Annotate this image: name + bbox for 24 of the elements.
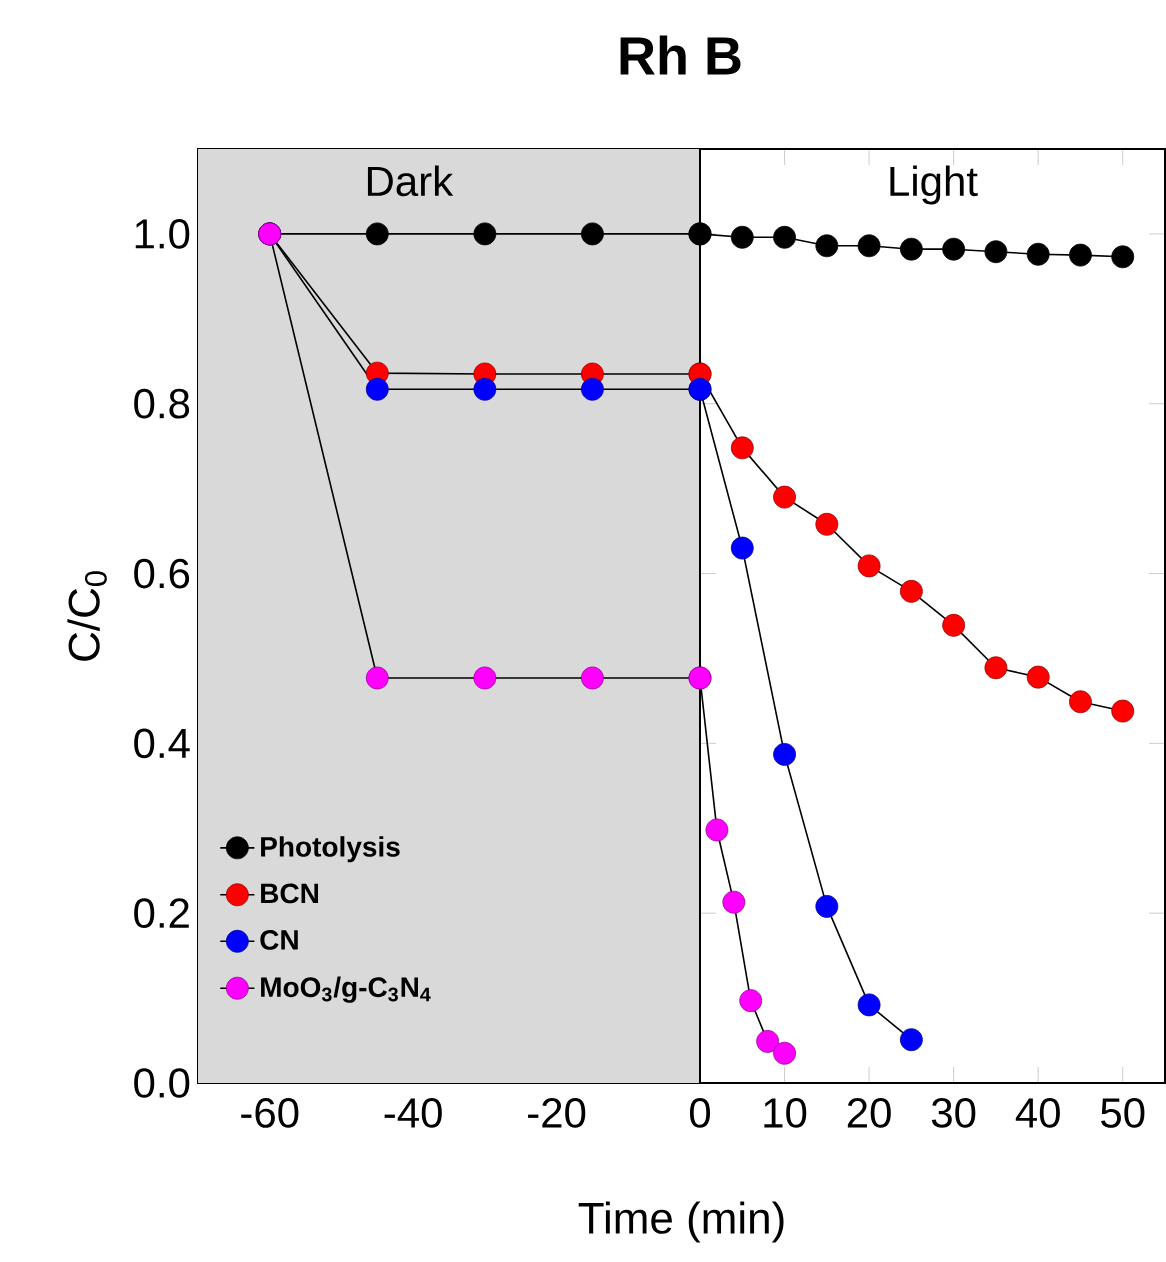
y-tick-label: 0.0 [134, 1068, 190, 1098]
x-tick-label: 0 [689, 1098, 711, 1128]
x-tick-label: -40 [384, 1098, 442, 1128]
x-tick-label: 10 [764, 1098, 807, 1128]
x-axis-title: Time (min) [578, 1201, 784, 1243]
y-tick-label: 0.2 [134, 898, 189, 929]
legend-label: MoO$_{3}$/g-C$_{3}$N$_{4}$ [261, 976, 431, 1003]
legend-label: Photolysis [261, 836, 400, 863]
x-tick-label: 40 [1015, 1098, 1060, 1128]
x-tick-label: 30 [931, 1098, 976, 1128]
x-tick-label: 20 [847, 1098, 891, 1128]
x-tick-label: 50 [1101, 1098, 1145, 1128]
legend-label: CN [260, 930, 298, 950]
y-tick-label: 1.0 [135, 219, 190, 249]
y-tick-label: 0.8 [134, 388, 190, 419]
chart-title: Rh B [620, 35, 741, 75]
y-tick-label: 0.6 [134, 558, 190, 589]
y-axis-title: C/C$_{0}$ [67, 571, 107, 661]
annotation: Light [890, 165, 978, 205]
x-tick-label: -20 [528, 1098, 586, 1128]
annotation: Dark [367, 165, 454, 197]
y-tick-label: 0.4 [134, 728, 190, 759]
legend-label: BCN [261, 883, 318, 904]
x-tick-label: -60 [241, 1098, 299, 1128]
